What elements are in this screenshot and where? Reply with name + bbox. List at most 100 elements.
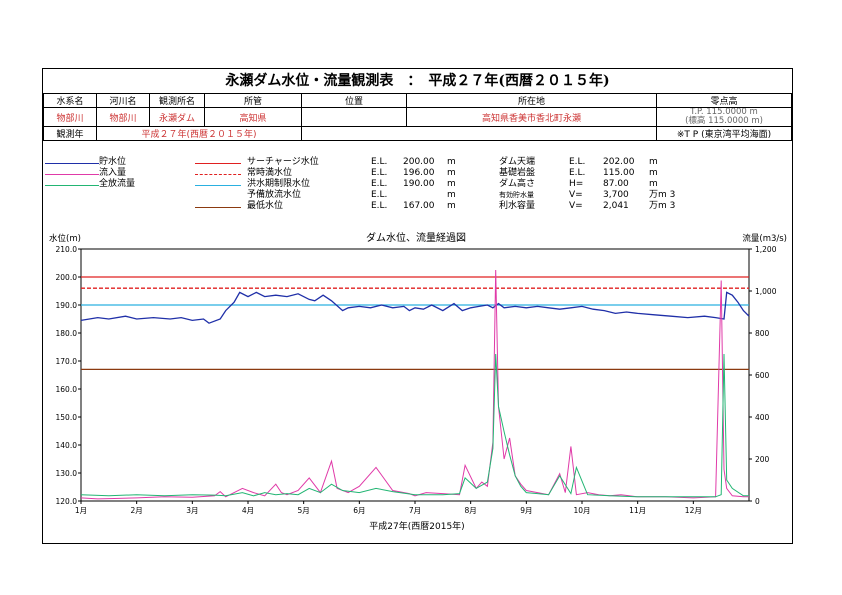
zero-height-line2: (標高 115.0000 m)	[685, 116, 763, 126]
spec-unit: m	[649, 168, 658, 178]
x-tick-label: 10月	[573, 506, 590, 515]
series-line	[80, 291, 750, 324]
hdr-label: 位置	[301, 93, 407, 108]
level-value: 190.00	[403, 179, 435, 189]
hdr-label: 所管	[204, 93, 302, 108]
chart-title: ダム水位、流量経過図	[366, 231, 466, 244]
spec-el: V=	[569, 201, 583, 211]
left-tick-label: 130.0	[56, 469, 78, 478]
left-tick-label: 160.0	[56, 385, 78, 394]
level-value: 196.00	[403, 168, 435, 178]
x-tick-label: 9月	[520, 506, 532, 515]
level-unit: m	[447, 179, 456, 189]
report-title: 永瀬ダム水位・流量観測表 ： 平成２７年(西暦２０１５年)	[43, 69, 792, 94]
spec-value: 202.00	[603, 157, 635, 167]
hdr-label: 観測所名	[149, 93, 205, 108]
hdr-value: 高知県香美市香北町永瀬	[406, 107, 657, 127]
x-tick-label: 5月	[298, 506, 310, 515]
left-tick-label: 200.0	[56, 273, 78, 282]
right-tick-label: 600	[755, 371, 770, 380]
spec-el: V=	[569, 190, 583, 200]
x-tick-label: 2月	[131, 506, 143, 515]
legend-line-surcharge	[195, 163, 241, 164]
legend-line-flood-limit	[195, 185, 241, 186]
report-frame: 永瀬ダム水位・流量観測表 ： 平成２７年(西暦２０１５年) 水系名 河川名 観測…	[42, 68, 793, 544]
level-el: E.L.	[371, 190, 388, 200]
level-unit: m	[447, 157, 456, 167]
zero-height-line1: T.P. 115.0000 m	[690, 107, 758, 117]
legend: 貯水位 流入量 全放流量 サーチャージ水位 常時満水位 洪水期制限水位 予備放流…	[43, 155, 792, 215]
legend-label: 常時満水位	[247, 168, 293, 178]
spec-unit: 万m 3	[649, 190, 676, 200]
year-label: 観測年	[43, 126, 97, 141]
plot-border	[80, 248, 750, 502]
level-unit: m	[447, 168, 456, 178]
hdr-value: 永瀬ダム	[149, 107, 205, 127]
legend-label: 全放流量	[99, 179, 136, 189]
legend-line-normal-full	[195, 174, 241, 175]
spec-unit: 万m 3	[649, 201, 676, 211]
hdr-value	[301, 107, 407, 127]
x-axis-label: 平成27年(西暦2015年)	[369, 520, 464, 532]
year-value: 平成２７年(西暦２０１５年)	[96, 126, 302, 141]
right-tick-label: 200	[755, 455, 770, 464]
x-tick-label: 1月	[75, 506, 87, 515]
level-el: E.L.	[371, 168, 388, 178]
legend-label: 貯水位	[99, 157, 127, 167]
hdr-value: 物部川	[43, 107, 97, 127]
right-tick-label: 1,200	[755, 245, 777, 254]
left-tick-label: 150.0	[56, 413, 78, 422]
spec-el: E.L.	[569, 157, 586, 167]
hdr-value: 高知県	[204, 107, 302, 127]
spec-unit: m	[649, 179, 658, 189]
dam-chart: ダム水位、流量経過図 水位(m) 流量(m3/s) 平成27年(西暦2015年)…	[49, 231, 787, 532]
hdr-label: 水系名	[43, 93, 97, 108]
left-axis-label: 水位(m)	[49, 233, 81, 244]
legend-line-outflow	[45, 185, 99, 186]
hdr-value: 物部川	[96, 107, 150, 127]
legend-label: 流入量	[99, 168, 127, 178]
right-tick-label: 800	[755, 329, 770, 338]
zero-height-cell: T.P. 115.0000 m (標高 115.0000 m)	[656, 107, 792, 127]
series-line	[80, 353, 749, 498]
legend-line-inflow	[45, 174, 99, 175]
spec-label: 基礎岩盤	[499, 168, 536, 178]
legend-label: サーチャージ水位	[247, 157, 319, 167]
spec-value: 87.00	[603, 179, 629, 189]
legend-line-water-level	[45, 163, 99, 164]
left-tick-label: 190.0	[56, 301, 78, 310]
hdr-label: 零点高	[656, 93, 792, 108]
spec-label: ダム高さ	[499, 179, 536, 189]
level-unit: m	[447, 190, 456, 200]
x-tick-label: 3月	[186, 506, 198, 515]
spec-unit: m	[649, 157, 658, 167]
level-value: 200.00	[403, 157, 435, 167]
legend-label: 最低水位	[247, 201, 284, 211]
legend-label: 予備放流水位	[247, 190, 302, 200]
x-tick-label: 8月	[465, 506, 477, 515]
hdr-label: 河川名	[96, 93, 150, 108]
left-tick-label: 180.0	[56, 329, 78, 338]
x-tick-label: 11月	[629, 506, 646, 515]
left-tick-label: 120.0	[56, 497, 78, 506]
x-tick-label: 4月	[242, 506, 254, 515]
x-tick-label: 7月	[409, 506, 421, 515]
right-tick-label: 400	[755, 413, 770, 422]
spec-label: ダム天端	[499, 157, 536, 167]
header-table: 水系名 河川名 観測所名 所管 位置 所在地 零点高 物部川 物部川 永瀬ダム …	[43, 93, 792, 141]
plot-area: 120.0 130.0 140.0 150.0 160.0 170.0 180.0 190.0…	[56, 245, 777, 515]
series-line	[80, 269, 749, 500]
spec-value: 2,041	[603, 201, 629, 211]
spec-label: 利水容量	[499, 201, 536, 211]
right-tick-label: 1,000	[755, 287, 777, 296]
x-tick-label: 12月	[685, 506, 702, 515]
x-tick-label: 6月	[353, 506, 365, 515]
left-tick-label: 140.0	[56, 441, 78, 450]
right-tick-label: 0	[755, 497, 760, 506]
level-el: E.L.	[371, 157, 388, 167]
legend-label: 洪水期制限水位	[247, 179, 311, 189]
blank-cell	[301, 126, 657, 141]
spec-el: E.L.	[569, 168, 586, 178]
hdr-label: 所在地	[406, 93, 657, 108]
tp-note: ※T P (東京湾平均海面)	[656, 126, 792, 141]
